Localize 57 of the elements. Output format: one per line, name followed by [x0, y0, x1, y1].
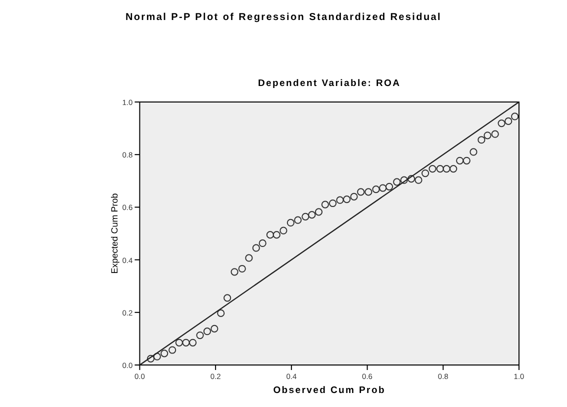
point	[272, 231, 280, 239]
point	[294, 216, 302, 224]
point	[484, 132, 492, 140]
point	[280, 226, 288, 234]
point	[357, 188, 365, 196]
point	[478, 136, 486, 144]
point	[196, 331, 204, 340]
point	[230, 268, 238, 276]
chart-subtitle: Dependent Variable: ROA	[258, 78, 401, 89]
point	[210, 324, 218, 333]
point	[428, 165, 436, 173]
point	[400, 176, 408, 184]
point	[350, 192, 358, 200]
chart-title: Normal P-P Plot of Regression Standardized Residual	[125, 12, 442, 23]
point	[286, 218, 294, 227]
point	[504, 117, 512, 125]
point	[203, 328, 212, 336]
point	[336, 196, 344, 204]
point	[321, 200, 329, 208]
point	[462, 156, 470, 164]
point	[146, 354, 154, 362]
point	[385, 182, 394, 190]
point	[302, 212, 310, 220]
point	[393, 178, 401, 186]
point	[168, 346, 176, 354]
point	[364, 188, 372, 196]
point	[407, 174, 416, 183]
point	[182, 338, 190, 346]
point	[442, 165, 450, 173]
point	[258, 239, 266, 248]
x-axis-title: Observed Cum Prob	[273, 385, 386, 396]
point	[491, 130, 499, 138]
y-axis-title: Expected Cum Prob	[110, 193, 120, 274]
point	[314, 208, 323, 216]
point	[343, 196, 351, 204]
point	[308, 211, 316, 219]
point	[498, 120, 506, 128]
point	[266, 231, 274, 239]
point	[328, 199, 337, 208]
point	[160, 350, 168, 358]
point	[238, 264, 246, 273]
point	[436, 165, 444, 173]
point	[224, 294, 232, 302]
point	[470, 148, 478, 156]
point	[217, 309, 225, 317]
point	[189, 338, 197, 346]
point	[153, 352, 161, 360]
point	[422, 169, 430, 178]
point	[175, 338, 183, 346]
point	[456, 156, 464, 164]
point	[379, 184, 387, 192]
point	[414, 176, 422, 184]
point	[511, 112, 519, 120]
point	[245, 254, 253, 262]
point	[252, 244, 260, 252]
point	[450, 165, 458, 173]
point	[372, 186, 380, 194]
